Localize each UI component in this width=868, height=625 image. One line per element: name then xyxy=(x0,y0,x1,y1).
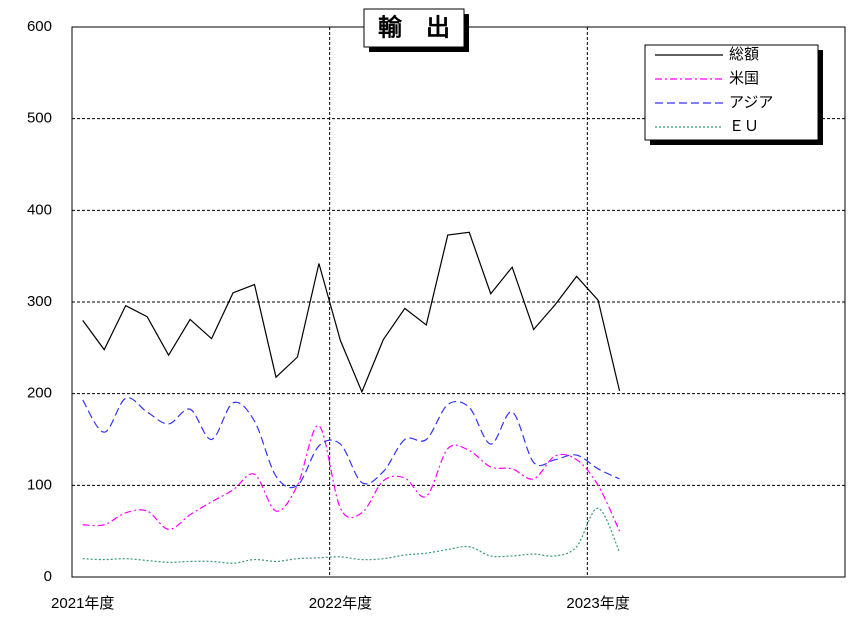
legend-label: 米国 xyxy=(729,70,759,87)
y-tick-label: 600 xyxy=(27,18,52,35)
legend-box xyxy=(644,44,819,141)
x-tick-label: 2023年度 xyxy=(566,595,629,612)
y-tick-label: 500 xyxy=(27,110,52,127)
x-tick-label: 2021年度 xyxy=(51,595,114,612)
legend-label: 総額 xyxy=(729,46,759,63)
y-tick-label: 400 xyxy=(27,201,52,218)
y-tick-label: 200 xyxy=(27,385,52,402)
y-tick-label: 100 xyxy=(27,476,52,493)
series-line xyxy=(82,231,621,394)
legend-label: アジア xyxy=(729,94,773,111)
legend-label: ＥＵ xyxy=(729,118,759,135)
series-line xyxy=(82,425,621,532)
y-tick-label: 0 xyxy=(44,568,52,585)
y-tick-label: 300 xyxy=(27,293,52,310)
chart-title: 輸 出 xyxy=(378,13,450,41)
x-tick-label: 2022年度 xyxy=(309,595,372,612)
series-line xyxy=(82,507,621,564)
title-box xyxy=(363,8,465,48)
series-line xyxy=(82,397,620,489)
